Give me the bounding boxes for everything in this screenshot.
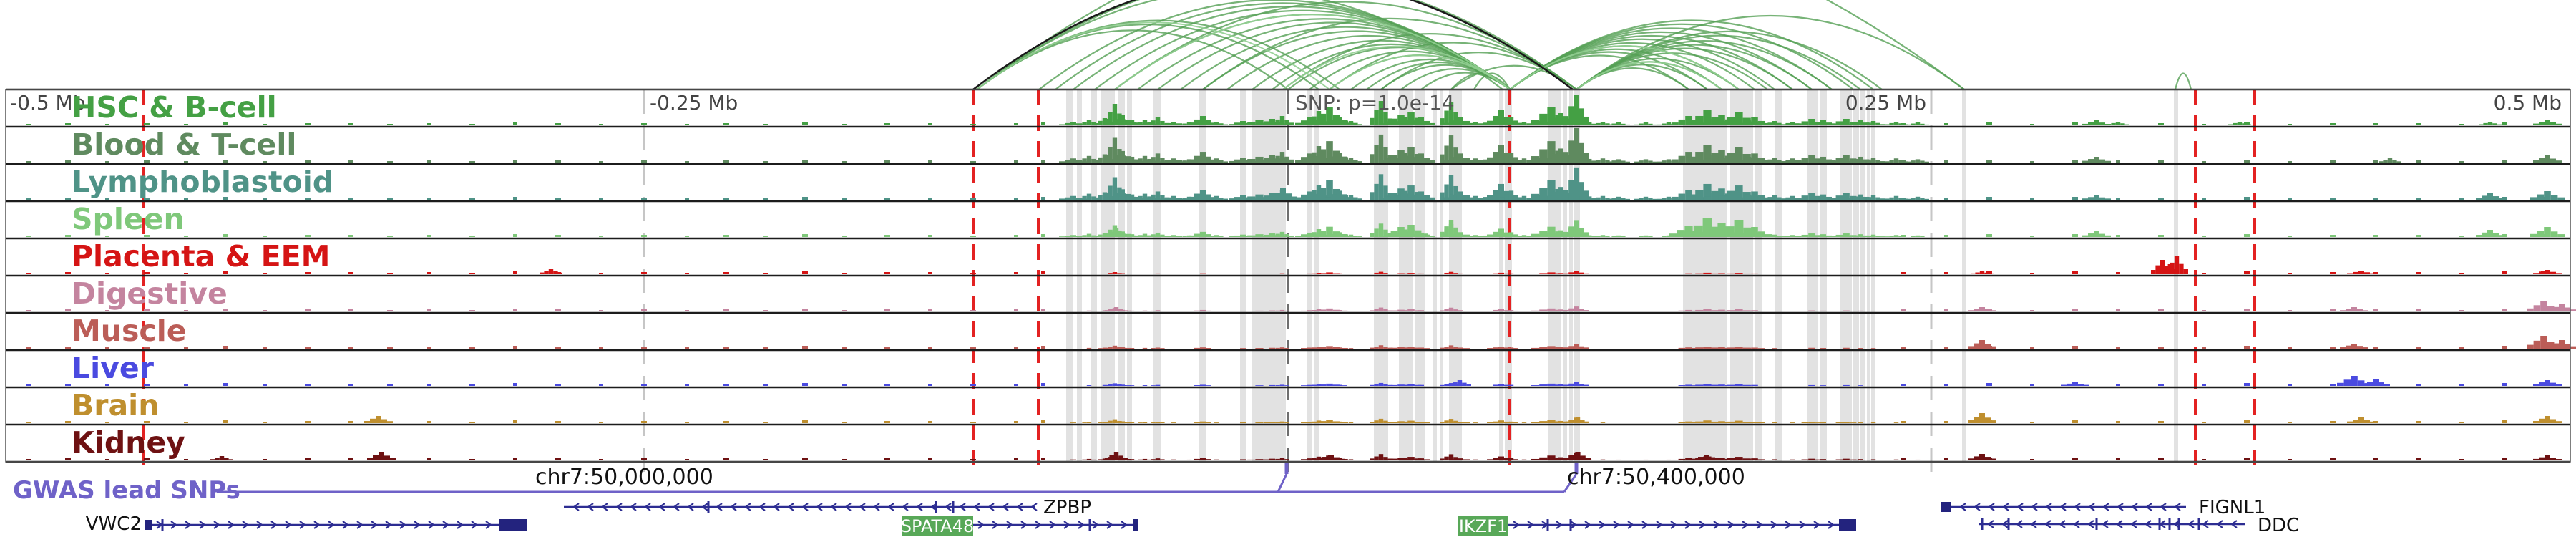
- track-label-0: HSC & B-cell: [72, 90, 277, 125]
- track-label-9: Kidney: [72, 425, 185, 460]
- axis-tick-pos025: 0.25 Mb: [1845, 91, 1926, 115]
- snp-label: SNP: p=1.0e-14: [1295, 91, 1455, 115]
- track-label-8: Brain: [72, 388, 160, 422]
- track-label-1: Blood & T-cell: [72, 127, 297, 162]
- coord-right: chr7:50,400,000: [1567, 465, 1745, 490]
- track-label-3: Spleen: [72, 202, 185, 236]
- axis-tick-pos05: 0.5 Mb: [2493, 91, 2562, 115]
- gene-box-ikzf1: IKZF1: [1458, 516, 1508, 536]
- coord-left: chr7:50,000,000: [535, 465, 713, 490]
- gwas-label: GWAS lead SNPs: [13, 476, 240, 505]
- gene-box-spata48: SPATA48: [900, 516, 975, 536]
- gene-label-zpbp: ZPBP: [1043, 497, 1092, 518]
- track-label-2: Lymphoblastoid: [72, 165, 334, 199]
- track-label-7: Liver: [72, 351, 154, 385]
- axis-tick-neg025: -0.25 Mb: [650, 91, 738, 115]
- axis-tick-neg05: -0.5 Mb: [10, 91, 86, 115]
- gene-label-fignl1: FIGNL1: [2199, 497, 2266, 518]
- track-label-6: Muscle: [72, 314, 187, 348]
- track-label-5: Digestive: [72, 276, 228, 311]
- gene-label-vwc2: VWC2: [85, 513, 142, 535]
- track-label-4: Placenta & EEM: [72, 239, 331, 274]
- gene-label-ddc: DDC: [2258, 515, 2300, 536]
